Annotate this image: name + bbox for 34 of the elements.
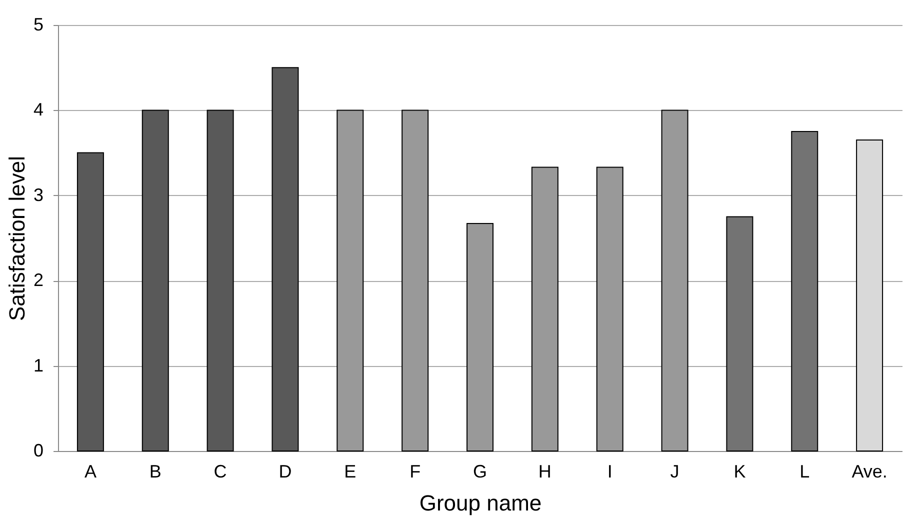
y-tick-label: 0 [33,440,44,460]
y-tick-label: 2 [33,270,44,290]
bar [726,216,754,452]
bar [661,110,688,452]
y-tick-label: 3 [33,184,44,205]
x-axis-title: Group name [419,490,542,516]
bar [76,152,104,452]
x-tick-label: L [800,462,810,482]
y-tick-label: 1 [33,355,44,376]
bar [856,140,884,452]
bar [596,166,624,452]
x-tick-label: K [734,462,746,482]
bar [272,67,299,452]
x-tick-label: C [214,462,227,482]
y-tick-label: 5 [33,14,44,34]
x-tick-label: H [538,462,552,482]
x-tick-label: I [607,462,612,482]
bar [791,131,818,452]
bar [336,110,364,452]
bar [531,166,558,452]
x-tick-label: F [410,462,421,482]
x-tick-label: A [84,462,96,482]
bar [466,223,494,452]
bar [402,110,429,452]
x-tick-label: J [670,462,680,482]
y-axis-title: Satisfaction level [4,156,30,322]
x-tick-label: G [472,462,488,482]
x-tick-label: E [344,462,356,482]
y-tick-label: 4 [33,100,44,120]
x-tick-label: Ave. [852,462,888,482]
bar [206,110,234,452]
x-tick-label: D [278,462,292,482]
x-tick-label: B [149,462,162,482]
bar [142,110,169,452]
